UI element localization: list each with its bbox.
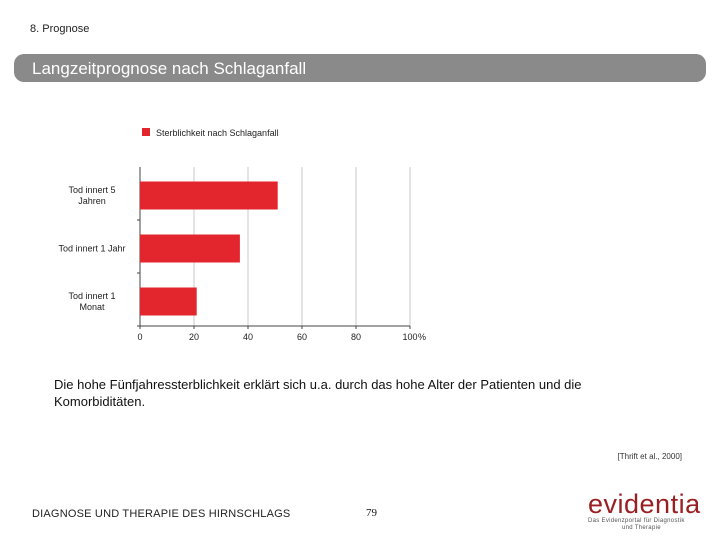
legend-swatch — [142, 128, 150, 136]
category-label: Jahren — [78, 196, 106, 206]
logo-tagline-1: Das Evidenzportal für Diagnostik — [588, 518, 685, 524]
legend-label: Sterblichkeit nach Schlaganfall — [156, 128, 279, 138]
x-tick-label: 100 — [402, 332, 417, 342]
caption-text: Die hohe Fünfjahressterblichkeit erklärt… — [54, 377, 582, 409]
evidentia-logo: evidentia Das Evidenzportal für Diagnost… — [588, 489, 701, 536]
x-tick-label: 0 — [137, 332, 142, 342]
x-tick-label: 40 — [243, 332, 253, 342]
page-number: 79 — [366, 507, 377, 519]
bar — [140, 234, 240, 263]
x-tick-label: 80 — [351, 332, 361, 342]
bar-chart: Sterblichkeit nach Schlaganfall Tod inner… — [58, 128, 426, 342]
logo-word: evidentia — [588, 489, 701, 519]
bar — [140, 287, 197, 316]
category-label: Tod innert 5 — [68, 185, 115, 195]
x-unit-label: % — [418, 332, 426, 342]
x-tick-label: 20 — [189, 332, 199, 342]
citation: [Thrift et al., 2000] — [617, 452, 682, 461]
section-label: 8. Prognose — [30, 23, 90, 35]
category-label: Tod innert 1 Jahr — [58, 244, 125, 254]
category-label: Monat — [79, 302, 105, 312]
footer-title: DIAGNOSE UND THERAPIE DES HIRNSCHLAGS — [32, 508, 291, 520]
category-label: Tod innert 1 — [68, 291, 115, 301]
title-bar: Langzeitprognose nach Schlaganfall — [14, 54, 706, 82]
x-tick-label: 60 — [297, 332, 307, 342]
bar — [140, 181, 278, 210]
slide-title: Langzeitprognose nach Schlaganfall — [32, 59, 307, 78]
logo-tagline-2: und Therapie — [622, 525, 661, 531]
